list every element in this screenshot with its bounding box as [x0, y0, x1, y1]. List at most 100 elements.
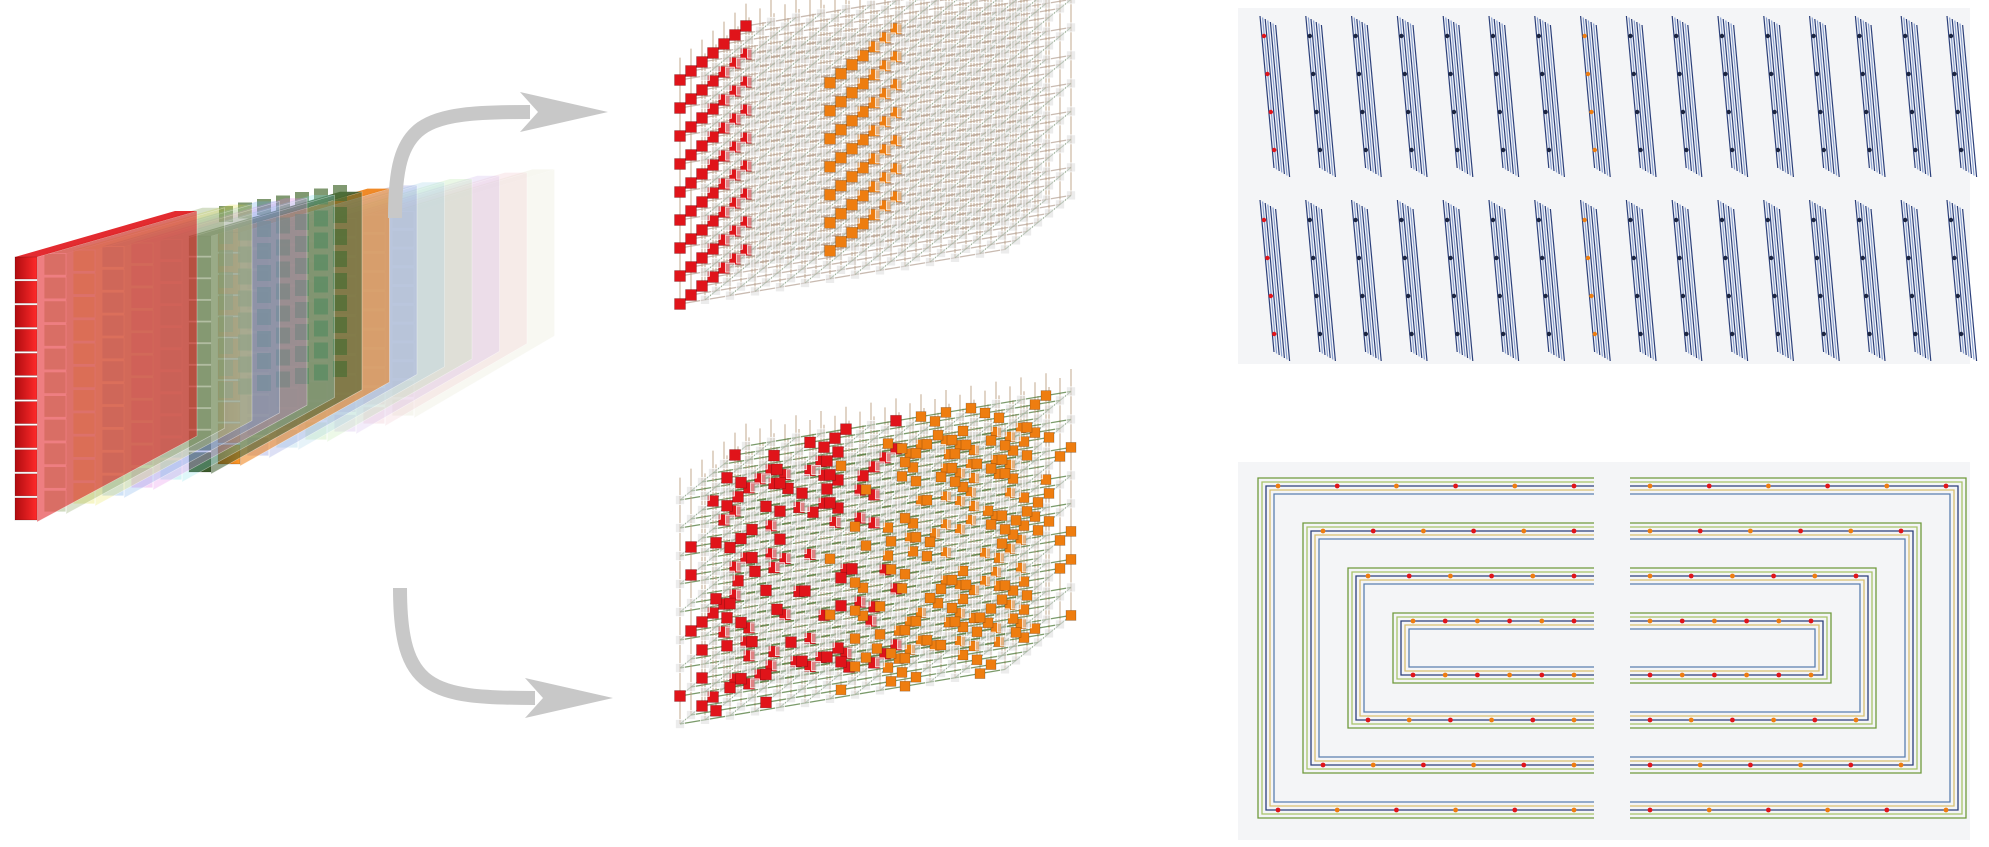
- lattice-node: [1030, 91, 1040, 102]
- lattice-node: [875, 237, 885, 248]
- layout-column: [1946, 15, 1978, 178]
- stack-cube: [391, 342, 415, 361]
- lattice-node: [925, 649, 935, 659]
- lattice-node: [975, 164, 985, 175]
- lattice-node: [1066, 106, 1076, 117]
- lattice-node-red: [824, 496, 836, 509]
- lattice-node: [925, 61, 935, 71]
- lattice-node: [772, 128, 782, 139]
- lattice-node: [900, 149, 910, 160]
- lattice-node: [783, 259, 793, 270]
- lattice-node: [1022, 478, 1032, 489]
- lattice-node: [747, 608, 757, 619]
- lattice-node: [897, 527, 907, 538]
- lattice-node: [700, 294, 710, 305]
- spiral-marker: [1370, 528, 1376, 534]
- lattice-node: [1041, 0, 1051, 9]
- spiral-marker: [1453, 807, 1458, 813]
- lattice-node: [700, 182, 710, 193]
- layout-column: [1809, 15, 1840, 178]
- spiral-track: [1630, 538, 1906, 758]
- lattice-node: [975, 136, 985, 147]
- lattice-node: [750, 230, 760, 241]
- lattice-node-red: [696, 280, 708, 292]
- layout-column-marker: [1272, 147, 1277, 153]
- spiral-track: [1630, 477, 1967, 819]
- lattice-node: [1066, 470, 1076, 481]
- lattice-node: [858, 22, 868, 33]
- lattice-node: [1022, 86, 1032, 97]
- layout-column-marker: [1772, 109, 1777, 115]
- lattice-node-orange: [957, 621, 969, 633]
- layout-column-line: [1453, 21, 1469, 175]
- lattice-node-orange: [929, 416, 941, 427]
- spiral-marker: [1507, 672, 1512, 678]
- layout-column-marker: [1674, 33, 1679, 39]
- lattice-node: [1055, 3, 1065, 14]
- lattice-node: [905, 0, 915, 11]
- lattice-node: [747, 468, 757, 479]
- spiral-track: [1630, 522, 1922, 774]
- spiral-marker: [1808, 672, 1814, 678]
- spiral-marker: [1766, 483, 1771, 489]
- lattice-node: [1066, 162, 1076, 173]
- lattice-node: [1033, 609, 1043, 620]
- layout-column-marker: [1589, 109, 1594, 115]
- lattice-node: [711, 285, 721, 296]
- lattice-node-red: [674, 242, 686, 254]
- layout-column-line: [1504, 24, 1520, 178]
- lattice-node: [758, 515, 768, 526]
- lattice-node: [736, 141, 746, 152]
- lattice-node-orange: [1043, 488, 1055, 499]
- lattice-node: [736, 561, 746, 572]
- lattice-node: [986, 631, 996, 642]
- layout-column-line: [1814, 18, 1830, 172]
- lattice-node: [725, 234, 735, 245]
- layout-column-marker: [1765, 33, 1771, 39]
- lattice-node: [700, 630, 710, 641]
- lattice-node: [858, 554, 868, 565]
- lattice-node: [961, 19, 971, 30]
- lattice-node: [897, 499, 907, 510]
- lattice-node-orange: [985, 519, 997, 530]
- lattice-node: [805, 17, 815, 28]
- lattice-node: [675, 551, 685, 561]
- lattice-node: [747, 48, 757, 59]
- lattice-node: [1000, 636, 1010, 647]
- lattice-node: [908, 154, 918, 165]
- lattice-node: [947, 659, 957, 669]
- layout-column-marker: [1261, 217, 1267, 223]
- layout-column-line: [1854, 199, 1870, 353]
- lattice-node: [1011, 123, 1021, 134]
- lattice-node: [822, 568, 832, 578]
- lattice-node: [1011, 151, 1021, 162]
- lattice-node-orange: [824, 188, 836, 201]
- layout-column-line: [1351, 15, 1367, 169]
- layout-column-line: [1399, 201, 1415, 354]
- layout-column-marker: [1959, 147, 1964, 153]
- stack-green-cube: [314, 342, 328, 359]
- layout-column-line: [1720, 17, 1736, 170]
- lattice-node: [975, 192, 985, 203]
- lattice-node: [875, 685, 885, 696]
- spiral-marker: [1539, 618, 1545, 624]
- layout-column-line: [1269, 205, 1285, 359]
- lattice-node-red: [707, 187, 719, 199]
- layout-column-line: [1366, 208, 1382, 362]
- layout-column-line: [1544, 205, 1560, 359]
- stack-green-cube: [257, 287, 271, 303]
- stack-green-cube: [295, 236, 309, 252]
- lattice-node: [736, 225, 746, 236]
- lattice-node-orange: [857, 49, 869, 62]
- lattice-node: [822, 120, 832, 130]
- lattice-node: [908, 658, 918, 669]
- lattice-node: [972, 10, 982, 21]
- lattice-node: [925, 565, 935, 575]
- lattice-node: [883, 102, 893, 113]
- lattice-node: [1022, 142, 1032, 153]
- lattice-node: [736, 253, 746, 264]
- arrows: [388, 92, 613, 718]
- lattice-node-orange: [949, 616, 961, 628]
- lattice-node: [986, 491, 996, 502]
- layout-column-marker: [1769, 255, 1774, 261]
